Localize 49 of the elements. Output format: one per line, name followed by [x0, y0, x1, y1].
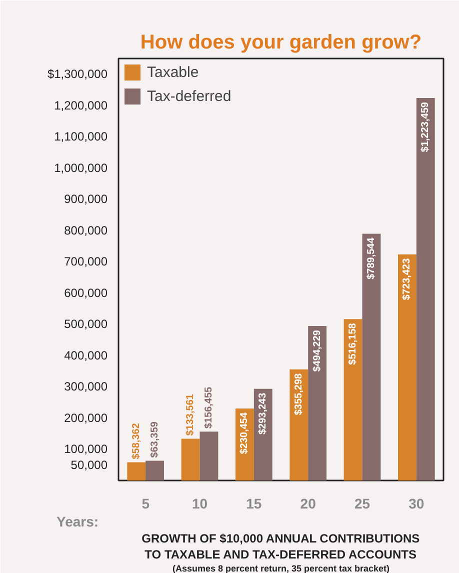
y-tick-label: 50,000: [70, 458, 108, 472]
x-tick-label: 15: [246, 496, 262, 512]
bar: [344, 319, 362, 480]
x-tick-label: 20: [300, 496, 316, 512]
bar: [308, 326, 326, 480]
data-label: $230,454: [239, 412, 250, 454]
data-label: $516,158: [348, 322, 359, 365]
bar: [362, 234, 381, 480]
bar: [290, 369, 308, 480]
x-tick-label: 10: [192, 496, 208, 512]
x-axis-title: Years:: [56, 514, 99, 530]
data-label: $133,561: [185, 394, 196, 436]
data-label: $789,544: [366, 237, 377, 280]
y-tick-label: 500,000: [64, 317, 108, 332]
y-tick-label: 700,000: [64, 254, 108, 269]
text: TO TAXABLE AND TAX-DEFERRED ACCOUNTS: [144, 548, 416, 562]
bar: [416, 98, 435, 480]
bar: [181, 438, 200, 480]
legend-label: Taxable: [147, 64, 199, 80]
x-tick-label: 25: [354, 496, 370, 512]
bar: [146, 460, 164, 480]
y-tick-label: $1,300,000: [47, 67, 108, 82]
bar: [200, 432, 218, 480]
data-label: $58,362: [130, 422, 142, 460]
chart-title: How does your garden grow?: [140, 32, 422, 54]
y-tick-label: 900,000: [64, 192, 108, 206]
y-tick-label: 1,100,000: [54, 130, 108, 144]
data-label: $355,298: [293, 373, 304, 416]
text: GROWTH OF $10,000 ANNUAL CONTRIBUTIONS: [142, 532, 420, 546]
data-label: $1,223,459: [420, 102, 432, 152]
text: (Assumes 8 percent return, 35 percent tax bracket): [172, 564, 390, 573]
y-tick-label: 100,000: [64, 442, 108, 456]
data-label: $63,359: [149, 421, 160, 458]
y-tick-label: 300,000: [64, 380, 108, 394]
data-label: $156,455: [203, 386, 214, 429]
bar: [398, 254, 416, 480]
x-tick-label: 5: [142, 496, 150, 512]
y-tick-label: 600,000: [64, 286, 108, 300]
legend-label: Tax-deferred: [147, 88, 232, 104]
y-tick-label: 1,000,000: [54, 160, 108, 175]
data-label: $723,423: [402, 258, 413, 300]
x-tick-label: 30: [408, 496, 424, 512]
data-label: $494,229: [312, 330, 323, 372]
y-tick-label: 800,000: [64, 223, 108, 238]
bar: [127, 462, 146, 480]
y-tick-label: 1,200,000: [54, 98, 108, 112]
y-tick-label: 400,000: [64, 348, 108, 362]
data-label: $293,243: [258, 392, 269, 435]
y-tick-label: 200,000: [64, 410, 108, 425]
